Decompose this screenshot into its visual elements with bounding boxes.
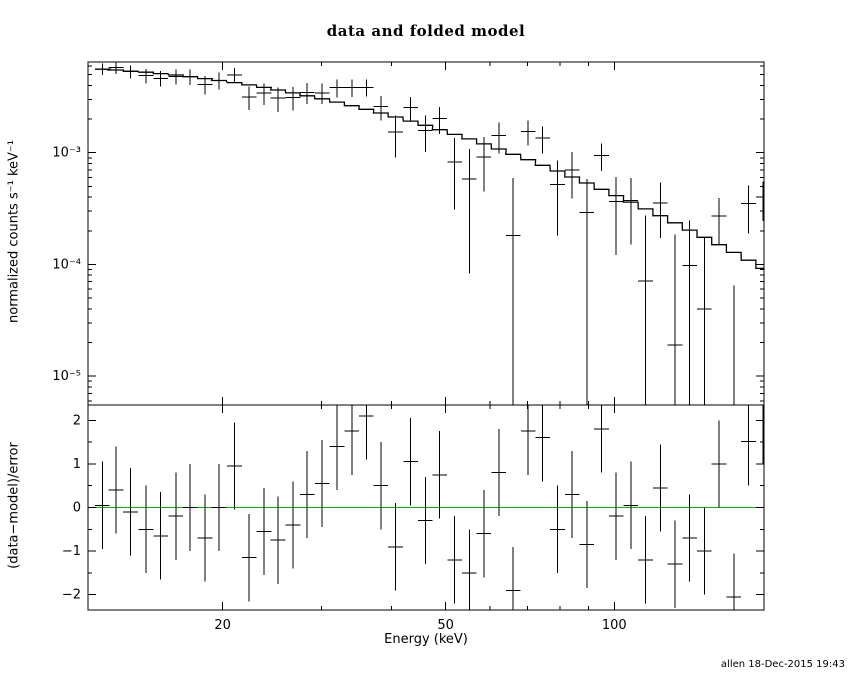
top-panel-frame	[87, 61, 765, 406]
x-tick-label: 50	[437, 618, 454, 633]
residual-tick-label: 2	[73, 413, 81, 428]
y-tick-label: 10⁻⁴	[52, 257, 81, 272]
x-tick-label: 20	[214, 618, 231, 633]
y-tick-label: 10⁻⁵	[52, 369, 81, 384]
residual-tick-label: 0	[73, 501, 81, 516]
y-tick-label: 10⁻³	[52, 146, 81, 161]
residual-tick-label: −2	[62, 588, 81, 603]
y-axis-label-counts: normalized counts s⁻¹ keV⁻¹	[6, 140, 22, 323]
spectrum-panel-content	[95, 62, 764, 405]
x-axis-label: Energy (keV)	[384, 632, 468, 647]
residual-panel-content	[88, 405, 764, 610]
residual-tick-label: 1	[73, 457, 81, 472]
residual-tick-label: −1	[62, 544, 81, 559]
x-tick-label: 100	[602, 618, 627, 633]
chart-title: data and folded model	[326, 22, 526, 40]
model-step-line	[95, 68, 764, 270]
timestamp-label: allen 18-Dec-2015 19:43	[720, 659, 845, 670]
y-axis-label-residuals: (data−model)/error	[6, 442, 22, 569]
